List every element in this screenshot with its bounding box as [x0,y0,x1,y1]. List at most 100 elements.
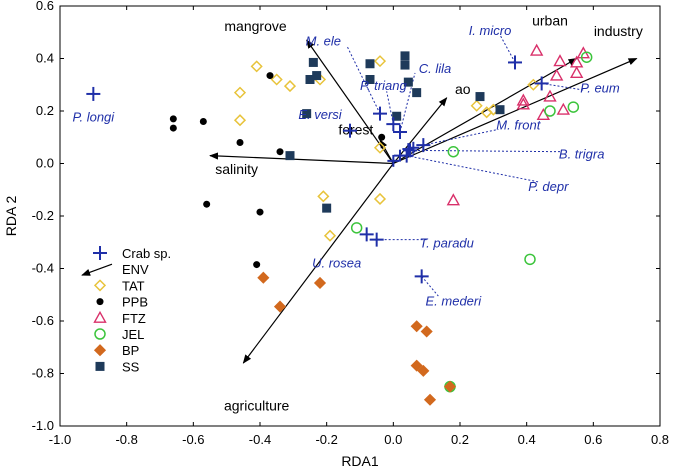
site-point-jel [350,222,363,234]
site-point-ss [400,60,410,70]
crab-leader-m-front [423,128,499,146]
site-point-ppb [236,139,244,146]
site-point-bp [410,359,423,372]
site-point-ftz [549,68,564,81]
env-vector-mangrove [306,39,394,164]
site-point-ppb [256,208,264,216]
legend-label-ppb: PPB [122,295,148,310]
env-label-agriculture: agriculture [224,397,290,413]
site-point-ppb [266,72,274,80]
site-point-bp [273,300,287,313]
x-tick-label: -1.0 [49,432,71,447]
site-point-tat [317,190,330,203]
legend-label-ss: SS [122,359,140,374]
y-tick-label: 0.4 [36,51,54,66]
y-tick-label: -0.4 [32,261,54,276]
x-tick-label: 0.4 [518,432,536,447]
site-point-jel [567,101,580,113]
y-tick-label: -1.0 [32,418,54,433]
site-point-ss [285,151,295,161]
crab-label-t-paradu: T. paradu [419,236,473,251]
crab-point-u-rosea [359,227,374,242]
env-label-mangrove: mangrove [224,18,286,34]
crab-label-u-rosea: U. rosea [312,255,361,270]
site-point-ss [302,109,312,119]
crab-label-m-ele: M. ele [306,33,341,48]
site-point-ss [403,77,413,87]
y-tick-label: -0.8 [32,366,54,381]
site-point-bp [417,364,430,377]
y-tick-label: -0.2 [32,208,54,223]
crab-point [402,143,415,156]
legend-label-bp: BP [122,343,139,358]
site-point-bp [257,271,270,284]
legend-label-crab-sp-: Crab sp. [122,246,171,261]
legend-marker-ppb [96,298,104,306]
site-point-tat [373,55,387,68]
crab-leader-b-trigra [409,149,562,153]
crab-point-t-paradu [369,232,384,247]
crab-label-p-eum: P. eum [580,81,620,96]
site-point-ss [365,75,375,84]
env-label-industry: industry [594,23,643,39]
site-point-tat [373,192,387,205]
y-tick-label: -0.6 [32,313,54,328]
y-axis-title: RDA 2 [3,196,19,237]
site-point-tat [233,86,247,99]
site-point-ss [308,57,318,67]
site-point-jel [580,51,593,63]
site-point-ppb [253,261,261,269]
crab-point-p-eum [534,76,549,91]
site-point-tat [270,73,283,86]
x-tick-label: 0.6 [584,432,602,447]
x-tick-label: -0.6 [182,432,204,447]
site-point-jel [544,105,556,117]
crab-label-b-trigra: B. trigra [559,146,605,161]
env-vector-ao [392,97,448,164]
crab-leader-i-micro [499,34,516,63]
crab-point-i-micro [508,55,522,70]
site-point-ftz [569,55,584,68]
env-label-ao: ao [455,81,471,97]
site-point-tat [283,80,297,93]
y-tick-label: 0.0 [36,156,54,171]
crab-label-p-depr: P. depr [528,179,569,194]
crab-label-i-micro: I. micro [469,23,512,38]
site-point-ss [305,75,315,84]
legend-marker-ss [95,361,105,371]
site-point-ss [475,92,485,102]
site-point-ftz [543,89,557,102]
crab-point-e-versi [343,123,357,138]
site-point-ss [495,105,505,115]
legend-label-jel: JEL [122,327,144,342]
site-point-ftz [529,43,544,56]
legend-marker-ftz [93,310,107,323]
crab-point [387,154,400,167]
crab-point-p-longi [86,86,101,101]
crab-label-e-mederi: E. mederi [426,293,483,308]
site-point-bp [423,393,437,406]
x-tick-label: 0.8 [651,432,669,447]
site-point-bp [313,276,327,289]
x-tick-label: -0.8 [115,432,137,447]
site-point-ss [392,111,402,121]
legend-label-ftz: FTZ [122,311,146,326]
site-point-ftz [446,193,461,206]
crab-leader-p-depr [406,155,539,183]
site-point-jel [524,253,536,266]
x-axis-title: RDA1 [341,453,379,469]
crab-point-m-ele [373,106,387,121]
crab-point-m-front [416,138,431,153]
legend-marker-crab-sp- [93,246,107,260]
site-point-ppb [199,118,207,125]
site-point-ftz [516,97,531,110]
site-point-ss [400,51,410,61]
crab-point [407,141,420,154]
legend-marker-tat [93,279,107,292]
crab-leader-p-eum [541,82,584,91]
crab-label-c-lila: C. lila [419,61,452,76]
crab-leader-m-ele [346,45,381,114]
env-vector-industry [393,57,638,165]
site-point-bp [410,320,423,333]
